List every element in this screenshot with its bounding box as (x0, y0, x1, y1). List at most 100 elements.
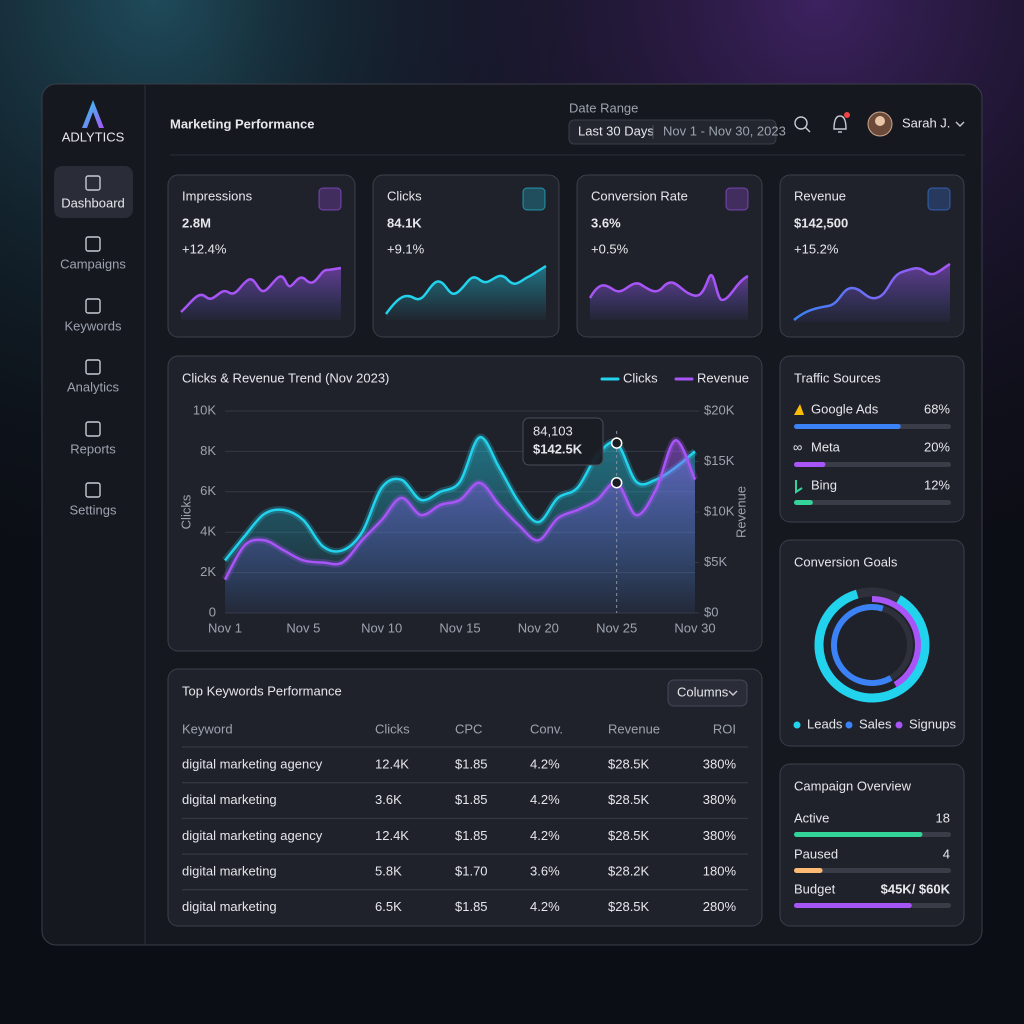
table-cell: 4.2% (530, 756, 560, 771)
kpi-icon (725, 187, 749, 211)
kpi-value: 84.1K (387, 215, 422, 230)
logo (82, 100, 104, 128)
kpi-change: +0.5% (591, 241, 629, 256)
y-tick-label: 4K (200, 524, 216, 539)
source-name: Bing (811, 477, 837, 492)
table-cell: $1.85 (455, 828, 488, 843)
kpi-icon (522, 187, 546, 211)
y-tick-label: 10K (193, 402, 216, 417)
table-cell: digital marketing (182, 792, 277, 807)
table-cell: $1.85 (455, 792, 488, 807)
y2-axis-label: Revenue (733, 486, 748, 538)
table-cell: 180% (703, 864, 737, 879)
table-cell: $28.5K (608, 899, 650, 914)
traffic-list: Google Ads 68% Meta 20% Bing 12% (794, 401, 951, 505)
kpi-label: Impressions (182, 188, 253, 203)
campaign-card (779, 763, 965, 927)
bar-track (794, 868, 951, 873)
y-tick-label: 8K (200, 443, 216, 458)
nav-item[interactable]: Settings (70, 502, 117, 517)
table-cell: 380% (703, 828, 737, 843)
date-range-label: Date Range (569, 100, 638, 115)
search-button[interactable] (794, 116, 811, 133)
avatar-face (875, 116, 885, 126)
budget-bar (794, 903, 912, 908)
legend-label: Clicks (623, 370, 658, 385)
notifications-button[interactable] (833, 112, 850, 133)
sparkline-area (794, 264, 950, 322)
table-cell: 3.6K (375, 792, 402, 807)
columns-chevron[interactable] (728, 690, 738, 696)
conversion-legend: Leads Sales Signups (793, 716, 956, 731)
column-header: Conv. (530, 721, 563, 736)
table-cell: 12.4K (375, 828, 409, 843)
column-header: Keyword (182, 721, 233, 736)
kpi-value: $142,500 (794, 215, 848, 230)
table-cell: $28.5K (608, 756, 650, 771)
conversion-title: Conversion Goals (794, 554, 898, 569)
hover-point (610, 437, 623, 449)
kpi-change: +12.4% (182, 241, 227, 256)
legend-dot (895, 721, 903, 729)
page-title: Marketing Performance (170, 116, 315, 131)
nav-icon[interactable] (85, 236, 101, 252)
nav: Dashboard Campaigns Keywords Analytics Repor… (60, 175, 126, 517)
legend-dot (793, 721, 801, 729)
column-header: Revenue (608, 721, 660, 736)
nav-icon[interactable] (85, 359, 101, 375)
chart: 0 2K 4K 6K 8K 10K $0 $5K $10K $15K $20K Nov 1 Nov 5 N… (193, 370, 749, 635)
sparkline (588, 274, 749, 302)
nav-icon[interactable] (85, 421, 101, 437)
columns-button[interactable] (667, 679, 748, 707)
x-tick-label: Nov 5 (286, 620, 320, 635)
kpi-value: 3.6% (591, 215, 621, 230)
table-cell: digital marketing (182, 899, 277, 914)
nav-item[interactable]: Campaigns (60, 256, 126, 271)
nav-item[interactable]: Keywords (64, 318, 122, 333)
legend-label: Signups (909, 716, 956, 731)
chart-title: Clicks & Revenue Trend (Nov 2023) (182, 370, 389, 385)
budget-label: Budget (794, 881, 836, 896)
tooltip-clicks: 84,103 (533, 423, 573, 438)
table-cell: digital marketing agency (182, 756, 323, 771)
budget-value: $45K/ $60K (881, 881, 951, 896)
source-name: Meta (811, 439, 841, 454)
kpi-label: Revenue (794, 188, 846, 203)
table-cell: 280% (703, 899, 737, 914)
table-cell: 12.4K (375, 756, 409, 771)
nav-item[interactable]: Reports (70, 441, 116, 456)
table-cell: $28.2K (608, 864, 650, 879)
tooltip-revenue: $142.5K (533, 441, 583, 456)
keywords-card (167, 668, 763, 927)
column-header: Clicks (375, 721, 410, 736)
sparkline-area (181, 268, 341, 320)
nav-item[interactable]: Dashboard (61, 195, 125, 210)
columns-button-label[interactable]: Columns (677, 684, 729, 699)
sparkline (793, 262, 951, 321)
nav-icon[interactable] (85, 298, 101, 314)
column-header: ROI (713, 721, 736, 736)
source-bar (794, 462, 826, 467)
table-cell: 6.5K (375, 899, 402, 914)
date-range-picker[interactable] (568, 119, 777, 145)
campaign-bar (794, 868, 823, 873)
user-menu-chevron[interactable] (955, 121, 965, 127)
nav-icon[interactable] (85, 482, 101, 498)
date-preset[interactable]: Last 30 Days (578, 123, 654, 138)
table-cell: 380% (703, 756, 737, 771)
nav-icon[interactable] (85, 175, 101, 191)
source-bar (794, 500, 813, 505)
kpi-change: +15.2% (794, 241, 839, 256)
x-tick-label: Nov 15 (439, 620, 480, 635)
kpi-label: Clicks (387, 188, 422, 203)
x-tick-label: Nov 30 (674, 620, 715, 635)
table-cell: 5.8K (375, 864, 402, 879)
user-name[interactable]: Sarah J. (902, 115, 950, 130)
table-cell: $28.5K (608, 828, 650, 843)
nav-item[interactable]: Analytics (67, 379, 120, 394)
date-range[interactable]: Nov 1 - Nov 30, 2023 (663, 123, 786, 138)
x-tick-label: Nov 25 (596, 620, 637, 635)
table-cell: 3.6% (530, 864, 560, 879)
table-cell: digital marketing (182, 864, 277, 879)
table-title: Top Keywords Performance (182, 683, 342, 698)
